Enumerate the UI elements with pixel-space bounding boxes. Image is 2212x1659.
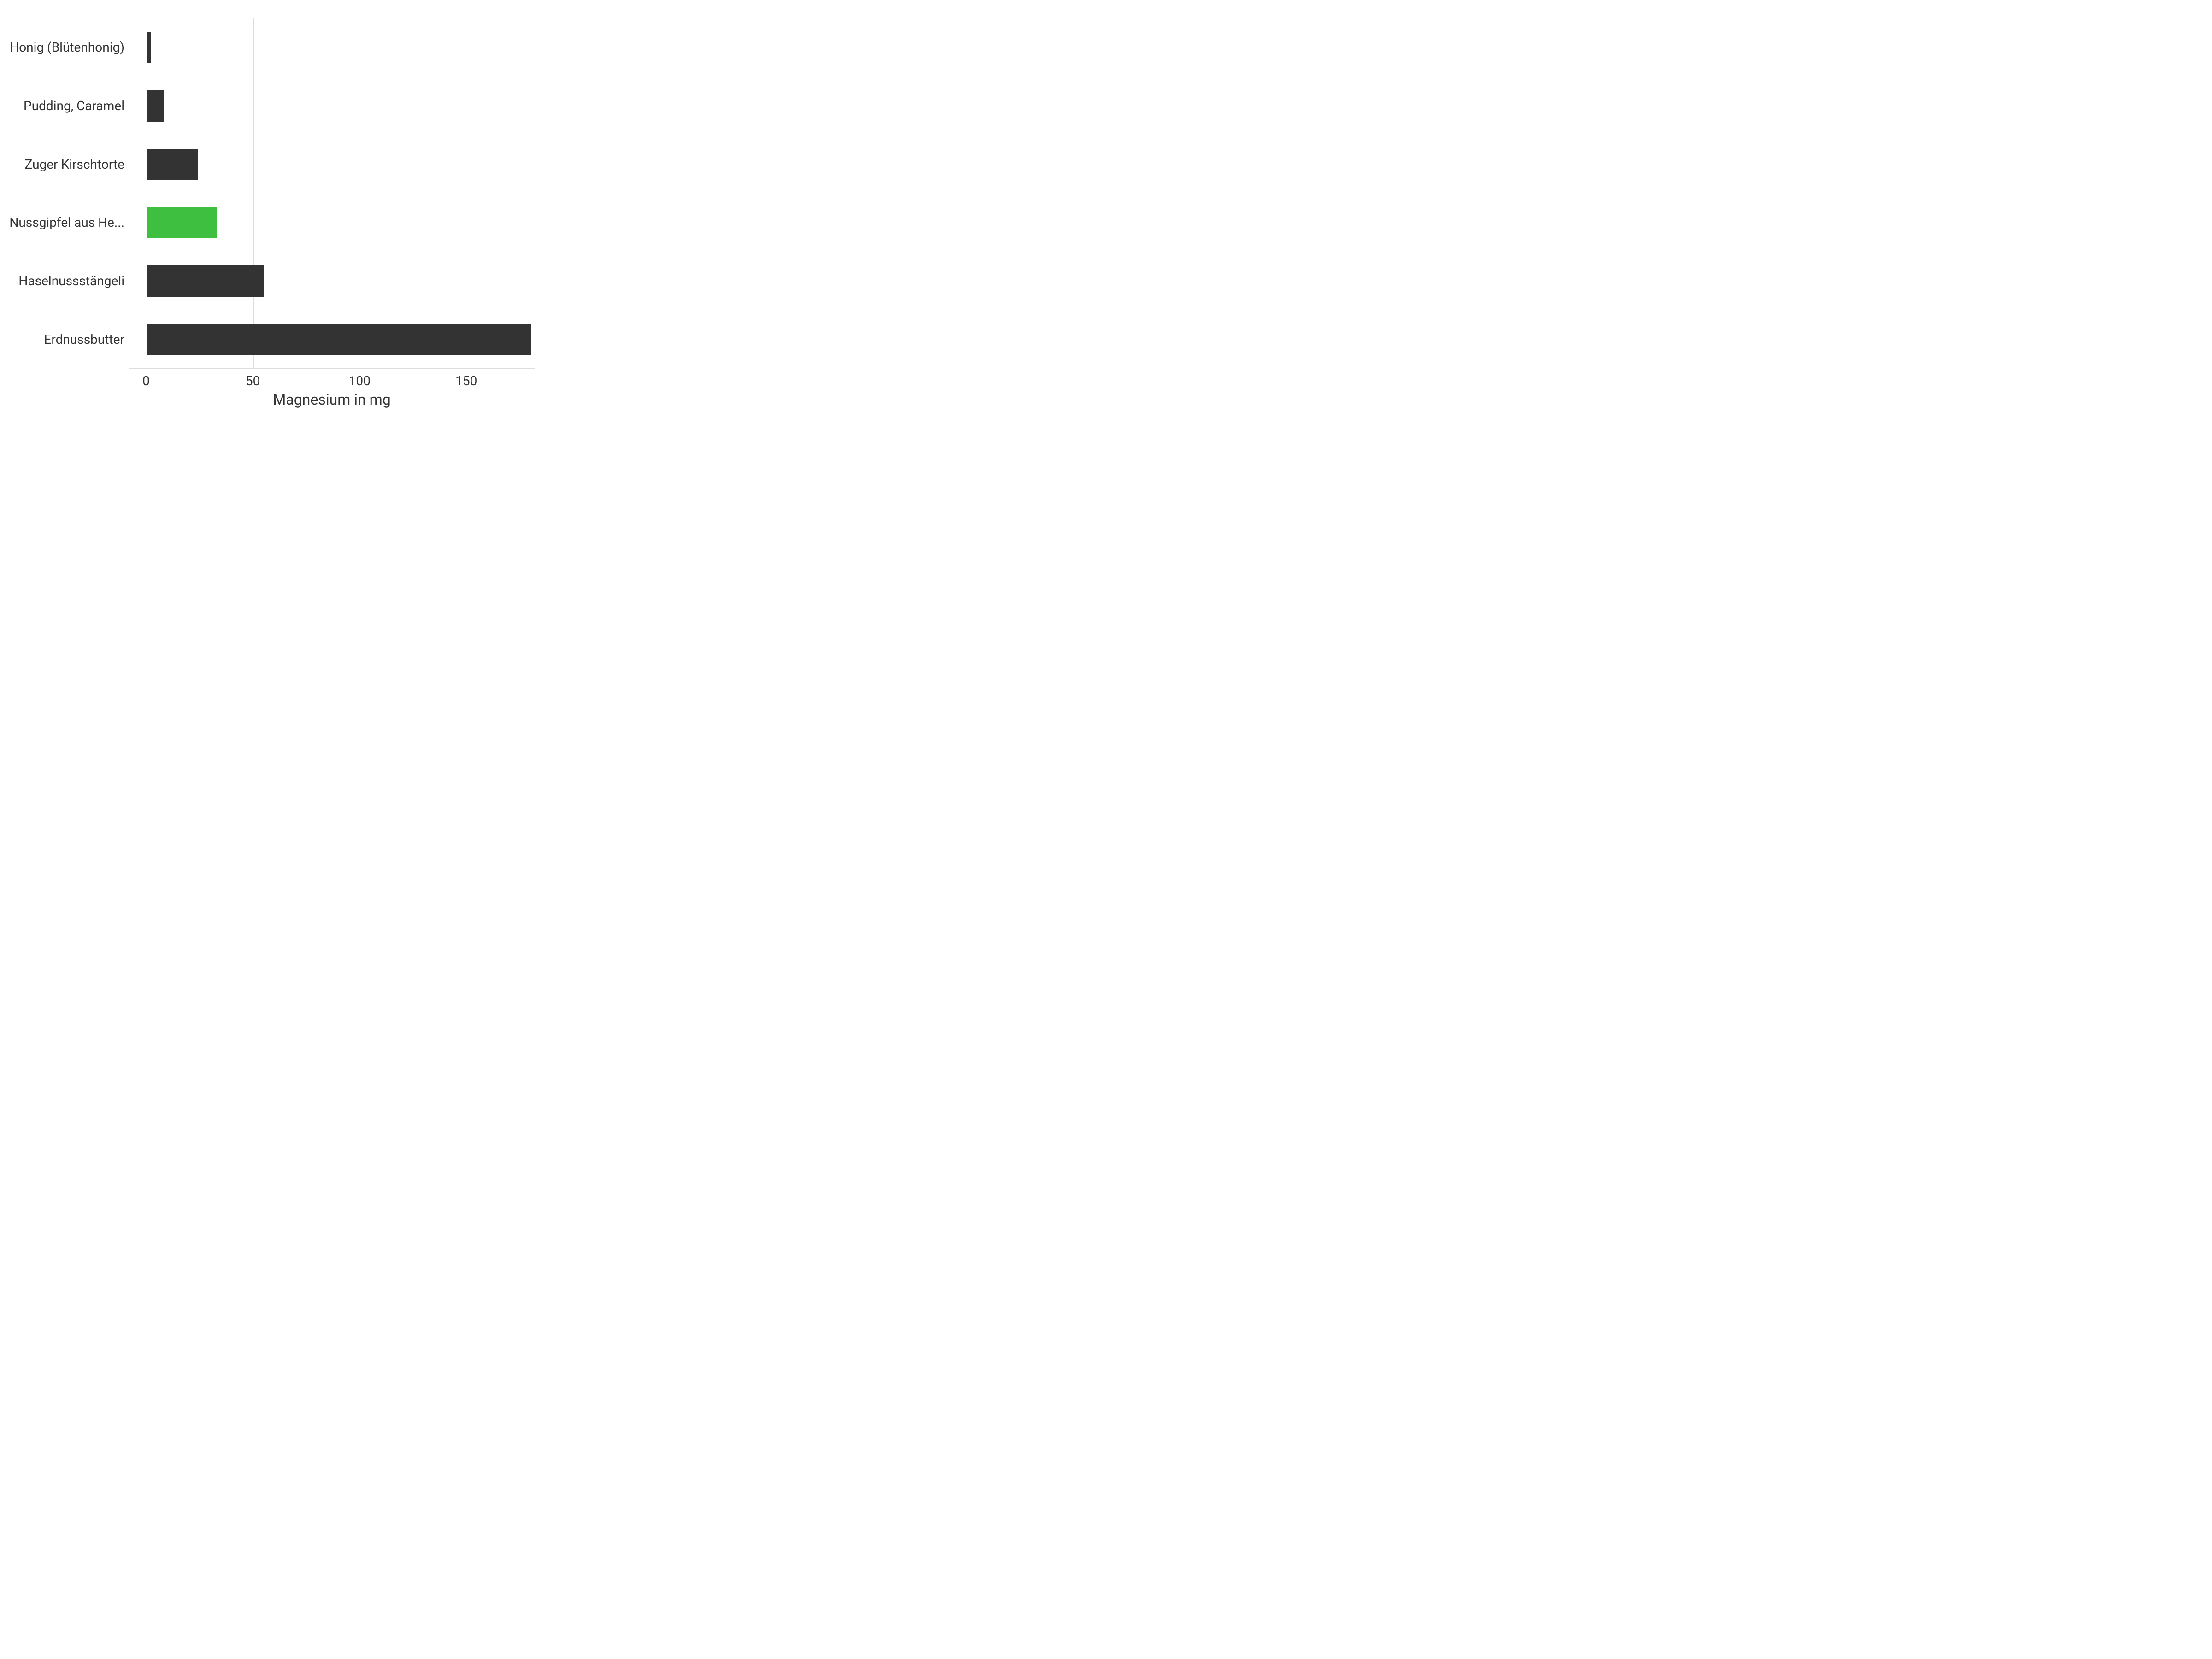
- x-tick-label: 100: [349, 373, 371, 388]
- y-category-label: Zuger Kirschtorte: [5, 149, 124, 180]
- y-category-label: Nussgipfel aus He...: [5, 207, 124, 238]
- bar: [147, 265, 264, 297]
- x-tick-label: 50: [246, 373, 260, 388]
- x-axis-title: Magnesium in mg: [129, 391, 535, 408]
- y-category-label: Honig (Blütenhonig): [5, 32, 124, 63]
- bar: [147, 207, 217, 238]
- x-tick-label: 150: [455, 373, 477, 388]
- y-category-label: Pudding, Caramel: [5, 90, 124, 122]
- bar: [147, 32, 151, 63]
- gridline: [253, 18, 254, 368]
- magnesium-bar-chart: Magnesium in mg 0 50 100 150 Honig (Blütenho…: [0, 0, 553, 415]
- plot-area: [129, 18, 535, 369]
- y-category-label: Erdnussbutter: [5, 324, 124, 355]
- y-category-label: Haselnussstängeli: [5, 265, 124, 297]
- bar: [147, 90, 164, 122]
- bar: [147, 149, 198, 180]
- x-tick-label: 0: [142, 373, 150, 388]
- bar: [147, 324, 531, 355]
